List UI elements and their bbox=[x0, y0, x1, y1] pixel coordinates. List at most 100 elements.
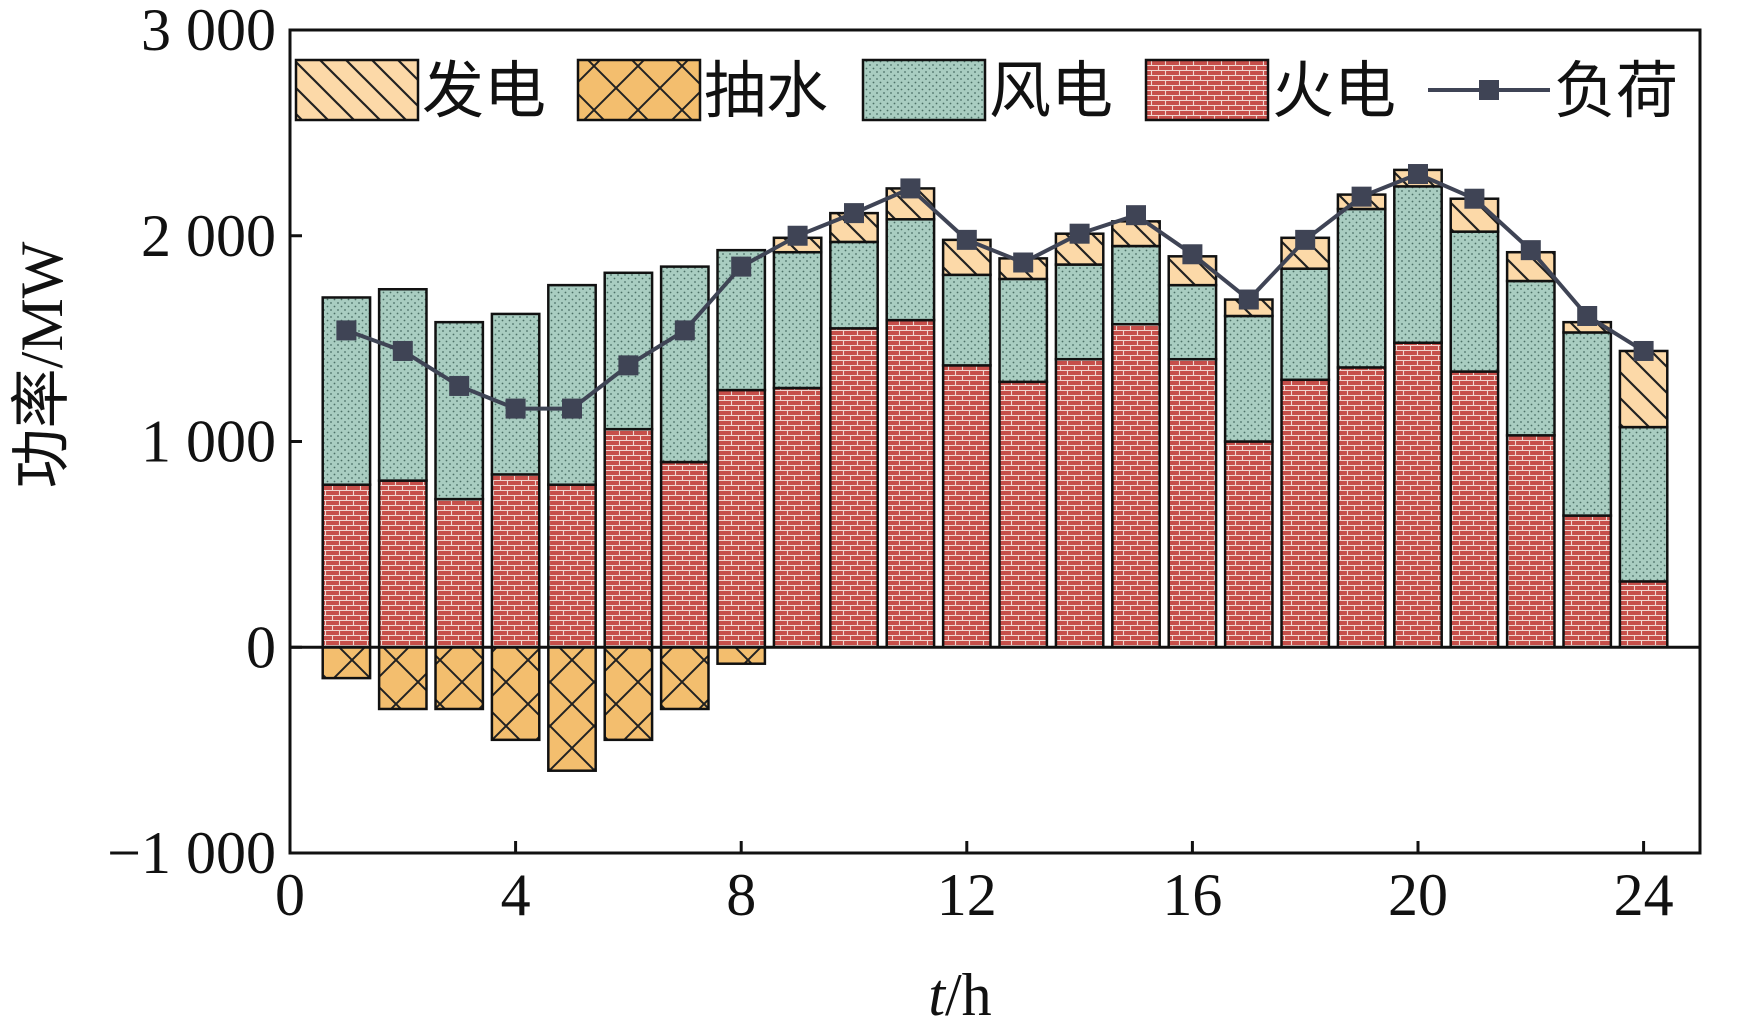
bar-火电-11 bbox=[885, 318, 936, 649]
bar-风电-9 bbox=[772, 250, 823, 390]
marker-负荷-15 bbox=[1126, 205, 1146, 226]
marker-负荷-11 bbox=[900, 178, 921, 199]
bar-风电-14 bbox=[1054, 263, 1105, 361]
bar-火电-19 bbox=[1336, 366, 1387, 649]
bar-火电-24 bbox=[1618, 580, 1669, 649]
marker-负荷-10 bbox=[844, 203, 864, 224]
marker-负荷-24 bbox=[1633, 340, 1654, 361]
bar-火电-15 bbox=[1111, 322, 1161, 649]
marker-负荷-5 bbox=[562, 398, 582, 419]
bar-风电-4 bbox=[490, 312, 541, 476]
marker-负荷-8 bbox=[731, 256, 752, 277]
y-tick-label: 1 000 bbox=[141, 409, 276, 475]
marker-负荷-20 bbox=[1408, 164, 1428, 185]
bar-火电-22 bbox=[1505, 434, 1556, 649]
bar-风电-5 bbox=[547, 283, 597, 486]
marker-负荷-2 bbox=[392, 340, 413, 361]
bar-火电-6 bbox=[603, 427, 654, 649]
marker-负荷-13 bbox=[1013, 252, 1034, 273]
marker-负荷-23 bbox=[1577, 305, 1598, 326]
legend-label-风电: 风电 bbox=[989, 54, 1113, 127]
legend-swatch-抽水 bbox=[576, 58, 702, 122]
bar-火电-3 bbox=[434, 497, 485, 649]
y-tick-label: 3 000 bbox=[141, 0, 276, 63]
x-tick-label: 12 bbox=[937, 862, 997, 928]
y-tick-label: 2 000 bbox=[141, 203, 276, 269]
legend-label-火电: 火电 bbox=[1272, 54, 1396, 127]
bar-风电-3 bbox=[434, 320, 485, 501]
line-负荷 bbox=[345, 171, 1645, 411]
bar-风电-19 bbox=[1336, 207, 1387, 369]
bar-火电-1 bbox=[321, 483, 372, 649]
bar-风电-18 bbox=[1280, 267, 1331, 382]
x-tick-label: 0 bbox=[275, 862, 305, 928]
x-axis-title-variable: t bbox=[928, 962, 946, 1025]
legend-label-发电: 发电 bbox=[422, 54, 546, 127]
legend-swatch-发电 bbox=[294, 58, 420, 122]
bar-风电-10 bbox=[829, 240, 879, 330]
x-axis-title-unit: /h bbox=[945, 962, 992, 1025]
bar-火电-18 bbox=[1280, 378, 1331, 649]
bar-发电-24 bbox=[1618, 349, 1669, 429]
legend: 发电 抽水 风电 火电 负荷 bbox=[294, 54, 1678, 127]
bar-火电-5 bbox=[547, 483, 597, 649]
bar-抽水-6 bbox=[603, 646, 654, 742]
legend-swatch-火电 bbox=[1144, 58, 1270, 122]
y-tick-label: −1 000 bbox=[107, 820, 276, 886]
marker-负荷-3 bbox=[449, 375, 470, 396]
bar-火电-4 bbox=[490, 473, 541, 649]
bar-风电-12 bbox=[941, 273, 992, 367]
bar-抽水-8 bbox=[716, 646, 767, 665]
marker-负荷-22 bbox=[1520, 240, 1541, 261]
x-tick-label: 24 bbox=[1614, 862, 1674, 928]
y-tick-label: 0 bbox=[246, 614, 276, 680]
bar-风电-13 bbox=[998, 277, 1049, 384]
marker-负荷-16 bbox=[1182, 244, 1203, 265]
bar-抽水-7 bbox=[659, 646, 710, 711]
legend-swatch-marker bbox=[1479, 80, 1499, 100]
bar-风电-22 bbox=[1505, 279, 1556, 437]
marker-负荷-1 bbox=[336, 320, 357, 341]
bar-抽水-2 bbox=[377, 646, 428, 711]
bar-火电-14 bbox=[1054, 357, 1105, 649]
bar-风电-7 bbox=[659, 265, 710, 464]
marker-负荷-12 bbox=[956, 229, 977, 250]
bar-火电-2 bbox=[377, 479, 428, 649]
bar-抽水-1 bbox=[321, 646, 372, 680]
bar-火电-7 bbox=[659, 460, 710, 649]
marker-负荷-19 bbox=[1351, 186, 1372, 207]
marker-负荷-9 bbox=[787, 225, 808, 246]
bar-风电-16 bbox=[1167, 283, 1218, 361]
bar-风电-24 bbox=[1618, 425, 1669, 583]
bar-风电-2 bbox=[377, 287, 428, 482]
bar-火电-12 bbox=[941, 364, 992, 649]
bar-抽水-5 bbox=[547, 646, 597, 772]
bar-火电-16 bbox=[1167, 357, 1218, 649]
bar-火电-10 bbox=[829, 327, 879, 649]
bar-风电-6 bbox=[603, 271, 654, 431]
bar-火电-17 bbox=[1223, 440, 1274, 649]
bar-风电-17 bbox=[1223, 314, 1274, 443]
bar-抽水-3 bbox=[434, 646, 485, 711]
x-tick-label: 16 bbox=[1162, 862, 1222, 928]
marker-负荷-7 bbox=[674, 320, 695, 341]
marker-负荷-4 bbox=[505, 398, 526, 419]
bar-火电-23 bbox=[1562, 514, 1613, 649]
marker-负荷-18 bbox=[1295, 229, 1316, 250]
bar-火电-20 bbox=[1393, 341, 1443, 649]
bar-风电-21 bbox=[1449, 230, 1500, 373]
marker-负荷-17 bbox=[1238, 289, 1259, 310]
legend-label-抽水: 抽水 bbox=[704, 54, 828, 127]
bar-风电-15 bbox=[1111, 244, 1161, 326]
marker-负荷-6 bbox=[618, 355, 639, 376]
bar-风电-11 bbox=[885, 218, 936, 322]
legend-label-负荷: 负荷 bbox=[1554, 54, 1678, 127]
bar-火电-13 bbox=[998, 380, 1049, 649]
x-tick-label: 4 bbox=[501, 862, 531, 928]
bar-火电-8 bbox=[716, 388, 767, 649]
x-tick-label: 8 bbox=[726, 862, 756, 928]
x-tick-label: 20 bbox=[1388, 862, 1448, 928]
marker-负荷-21 bbox=[1464, 188, 1485, 209]
